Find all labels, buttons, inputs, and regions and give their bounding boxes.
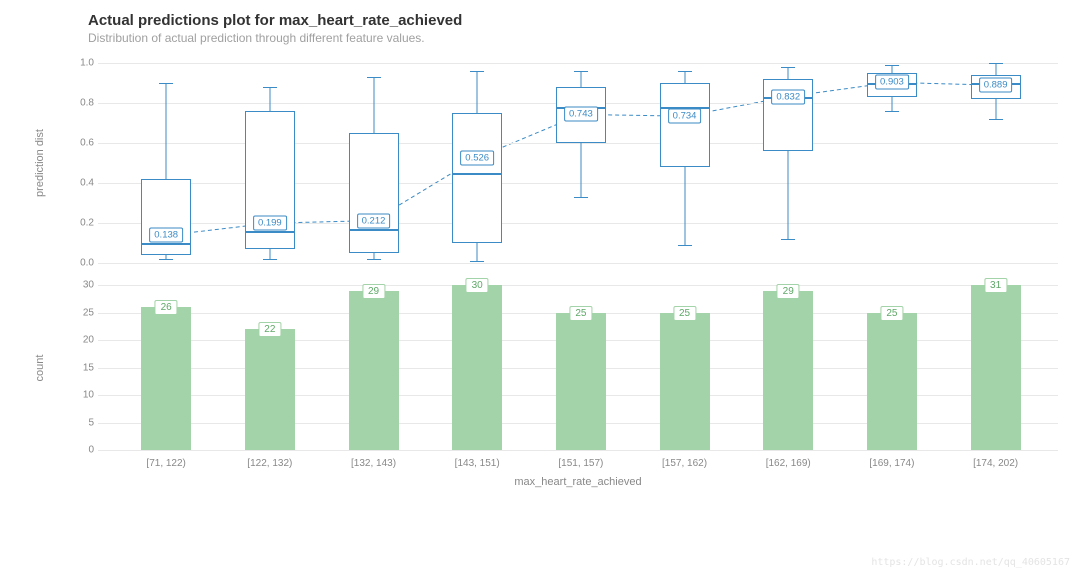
barchart-ytick: 10 [70,390,94,401]
whisker-cap [159,259,173,260]
barchart-ytick: 20 [70,335,94,346]
x-tick: [169, 174) [869,458,914,469]
barchart-ytick: 5 [70,417,94,428]
whisker-cap [263,87,277,88]
whisker-cap [678,71,692,72]
bar [867,313,917,451]
mean-label: 0.903 [875,75,909,90]
x-tick: [174, 202) [973,458,1018,469]
bar-value-label: 29 [362,284,385,299]
barchart-ytick: 0 [70,445,94,456]
bar [349,291,399,451]
boxplot-ytick: 1.0 [70,58,94,69]
chart-title: Actual predictions plot for max_heart_ra… [88,12,1064,29]
x-tick: [157, 162) [662,458,707,469]
boxplot-gridline [98,63,1058,64]
watermark: https://blog.csdn.net/qq_40605167 [871,557,1070,568]
median-line [349,229,399,231]
boxplot-region: 0.00.20.40.60.81.00.1380.1990.2120.5260.… [98,63,1058,263]
bar [971,285,1021,450]
boxplot-ytick: 0.4 [70,178,94,189]
barchart-panel: count 051015202530262229302525292531 [98,285,1058,450]
x-tick: [151, 157) [558,458,603,469]
barchart-ytick: 25 [70,307,94,318]
median-line [452,173,502,175]
chart-container: Actual predictions plot for max_heart_ra… [0,0,1082,502]
whisker-cap [678,245,692,246]
bar-value-label: 29 [777,284,800,299]
bar-value-label: 22 [258,322,281,337]
bar-value-label: 30 [466,278,489,293]
bar [556,313,606,451]
x-tick: [162, 169) [766,458,811,469]
mean-label: 0.199 [253,216,287,231]
boxplot-ytick: 0.8 [70,98,94,109]
plot-area: prediction dist 0.00.20.40.60.81.00.1380… [98,63,1058,492]
boxplot-ytick: 0.2 [70,218,94,229]
bar-value-label: 26 [155,300,178,315]
whisker-cap [989,119,1003,120]
bar-value-label: 25 [673,306,696,321]
boxplot-gridline [98,183,1058,184]
x-tick: [143, 151) [455,458,500,469]
bar [141,307,191,450]
bar [452,285,502,450]
mean-label: 0.212 [357,213,391,228]
mean-label: 0.526 [460,150,494,165]
whisker-cap [263,259,277,260]
bar-value-label: 25 [880,306,903,321]
boxplot-gridline [98,143,1058,144]
chart-subtitle: Distribution of actual prediction throug… [88,31,1064,45]
whisker-cap [367,259,381,260]
whisker-cap [781,239,795,240]
box [349,133,399,253]
bar-value-label: 31 [984,278,1007,293]
boxplot-ytick: 0.6 [70,138,94,149]
x-axis-label: max_heart_rate_achieved [514,476,641,488]
bar [245,329,295,450]
boxplot-ylabel: prediction dist [34,129,46,197]
x-tick: [71, 122) [146,458,185,469]
mean-label: 0.889 [979,78,1013,93]
whisker-cap [367,77,381,78]
median-line [141,243,191,245]
mean-label: 0.138 [149,228,183,243]
bar-value-label: 25 [569,306,592,321]
mean-label: 0.832 [771,89,805,104]
whisker-cap [885,65,899,66]
whisker-cap [574,71,588,72]
boxplot-gridline [98,263,1058,264]
whisker-cap [470,71,484,72]
whisker-cap [885,111,899,112]
boxplot-panel: prediction dist 0.00.20.40.60.81.00.1380… [98,63,1058,263]
barchart-ytick: 30 [70,280,94,291]
whisker-cap [574,197,588,198]
boxplot-gridline [98,223,1058,224]
box [452,113,502,243]
x-tick: [132, 143) [351,458,396,469]
bar [660,313,710,451]
median-line [245,231,295,233]
x-axis: max_heart_rate_achieved [71, 122) [122, 1… [98,450,1058,492]
mean-label: 0.743 [564,107,598,122]
barchart-ytick: 15 [70,362,94,373]
mean-label: 0.734 [668,109,702,124]
whisker-cap [989,63,1003,64]
whisker-cap [159,83,173,84]
box [660,83,710,167]
x-tick: [122, 132) [247,458,292,469]
barchart-ylabel: count [34,354,46,381]
whisker-cap [781,67,795,68]
barchart-gridline [98,285,1058,286]
boxplot-ytick: 0.0 [70,258,94,269]
whisker-cap [470,261,484,262]
bar [763,291,813,451]
